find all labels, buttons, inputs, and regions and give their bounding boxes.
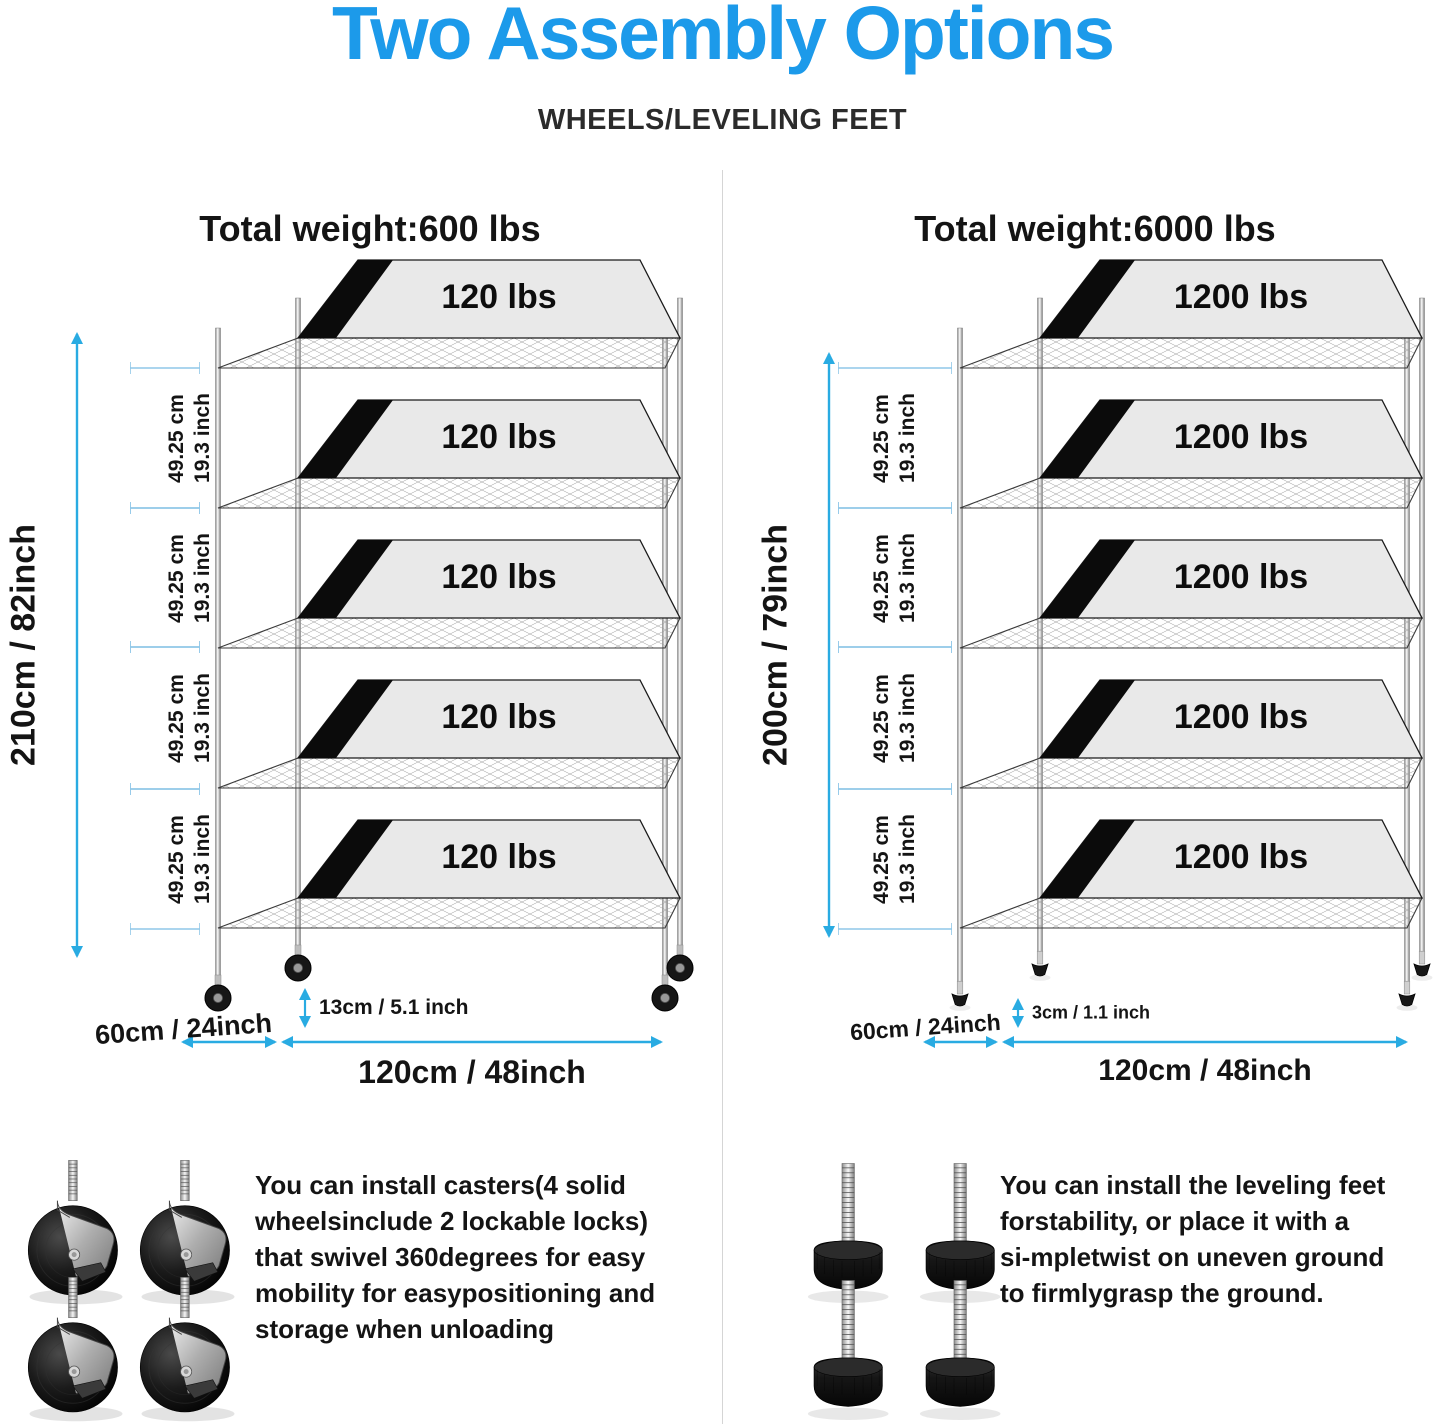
svg-text:120 lbs: 120 lbs bbox=[441, 698, 556, 736]
svg-text:1200 lbs: 1200 lbs bbox=[1174, 698, 1308, 736]
svg-text:120 lbs: 120 lbs bbox=[441, 558, 556, 596]
svg-text:120 lbs: 120 lbs bbox=[441, 418, 556, 456]
svg-text:1200 lbs: 1200 lbs bbox=[1174, 558, 1308, 596]
svg-text:120 lbs: 120 lbs bbox=[441, 278, 556, 316]
svg-text:120 lbs: 120 lbs bbox=[441, 838, 556, 876]
svg-text:1200 lbs: 1200 lbs bbox=[1174, 838, 1308, 876]
svg-text:1200 lbs: 1200 lbs bbox=[1174, 278, 1308, 316]
svg-text:1200 lbs: 1200 lbs bbox=[1174, 418, 1308, 456]
